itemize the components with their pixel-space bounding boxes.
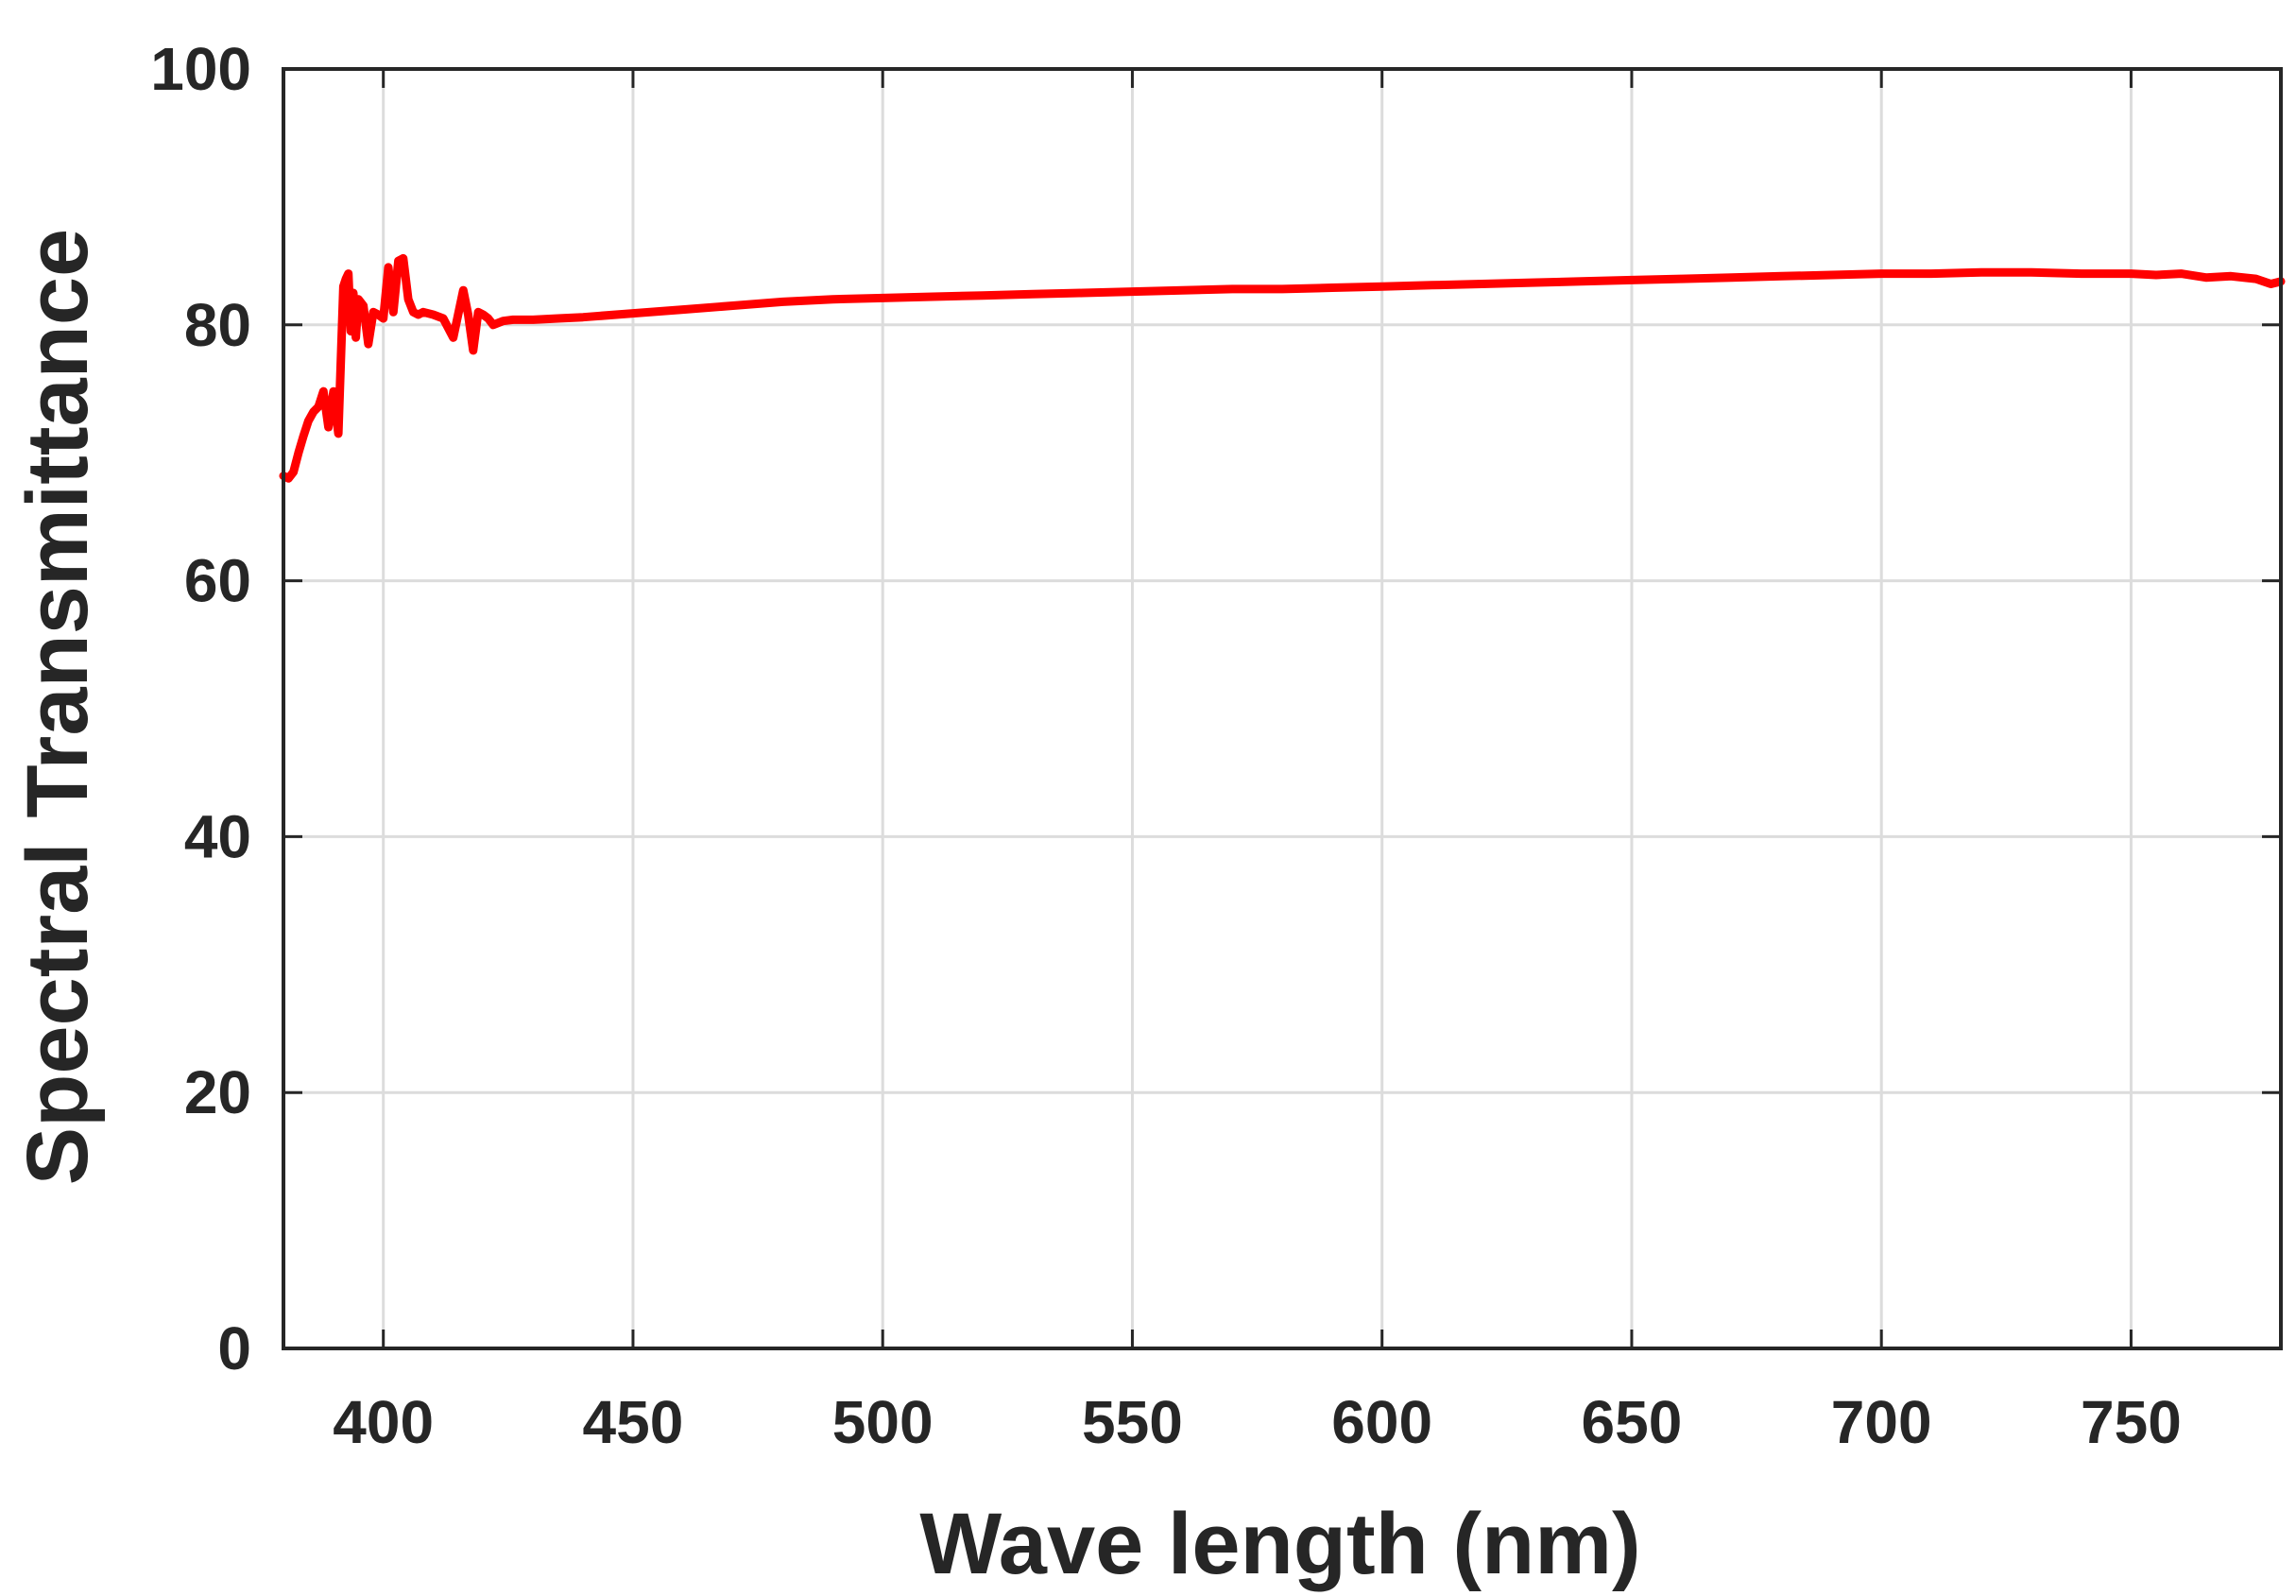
y-tick-label: 100 (150, 35, 251, 103)
x-tick-labels: 400 450 500 550 600 650 700 750 (333, 1388, 2182, 1456)
x-tick-label: 750 (2081, 1388, 2182, 1456)
y-tick-label: 20 (184, 1058, 251, 1126)
axis-ticks (283, 67, 2281, 1350)
series-layer (279, 253, 2286, 483)
x-tick-label: 600 (1331, 1388, 1432, 1456)
y-tick-label: 0 (217, 1314, 251, 1382)
x-tick-label: 400 (333, 1388, 434, 1456)
x-tick-label: 550 (1082, 1388, 1183, 1456)
y-axis-label: Spectral Transmittance (9, 229, 106, 1185)
x-tick-label: 650 (1582, 1388, 1683, 1456)
y-tick-label: 40 (184, 802, 251, 870)
x-tick-label: 700 (1831, 1388, 1932, 1456)
y-tick-label: 80 (184, 291, 251, 359)
plot-area-frame (282, 67, 2283, 1350)
series-line-transmittance (279, 253, 2286, 483)
y-tick-label: 60 (184, 547, 251, 615)
x-axis-label: Wave length (nm) (919, 1496, 1640, 1592)
x-tick-label: 500 (832, 1388, 934, 1456)
y-tick-labels: 0 20 40 60 80 100 (150, 35, 251, 1382)
x-tick-label: 450 (583, 1388, 684, 1456)
